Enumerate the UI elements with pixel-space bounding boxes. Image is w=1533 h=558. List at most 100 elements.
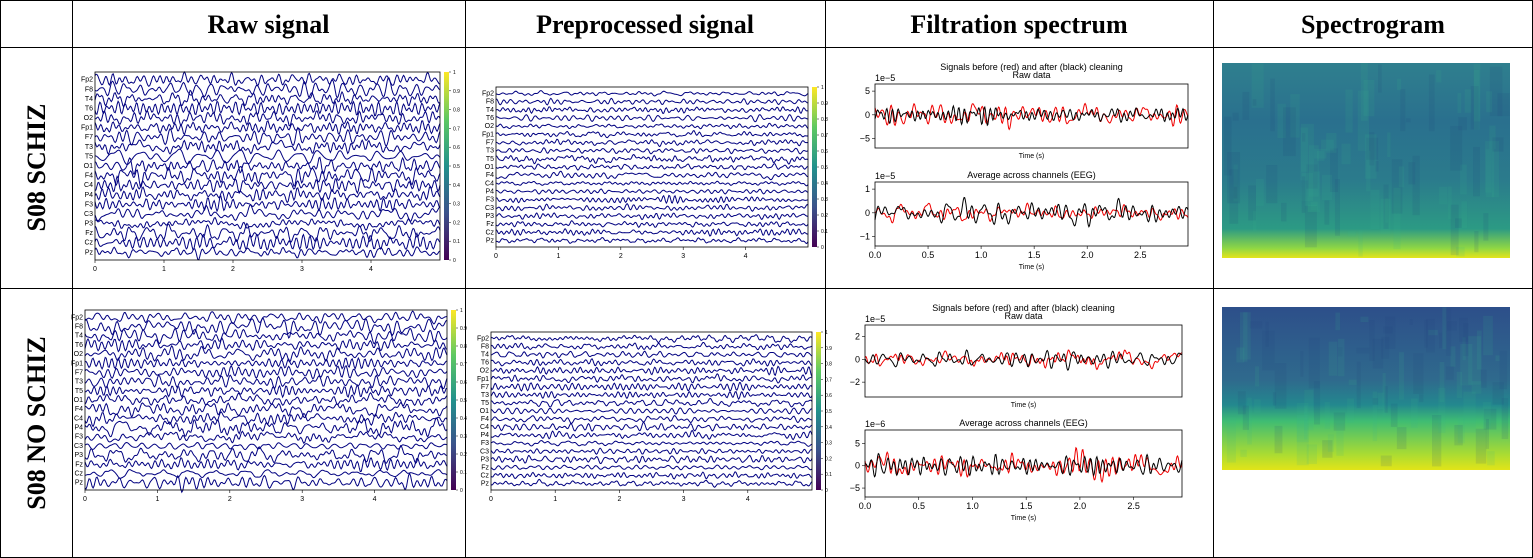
spectrogram-texture <box>1310 201 1318 211</box>
spectrogram-texture <box>1377 392 1384 410</box>
colorbar-tick-label: 0.9 <box>460 326 467 332</box>
spectrogram-texture <box>1485 141 1492 193</box>
channel-label: F3 <box>85 201 93 208</box>
spectrogram-texture <box>1356 361 1361 409</box>
eeg-trace <box>495 138 809 148</box>
colorbar-tick-label: 0 <box>453 258 456 264</box>
colorbar-tick-label: 0.2 <box>821 213 828 219</box>
spectrogram-texture <box>1462 337 1466 361</box>
spectrogram-texture <box>1463 391 1476 433</box>
eeg-trace <box>495 154 809 165</box>
spectrogram-texture <box>1384 386 1388 413</box>
channel-label: O1 <box>485 164 494 171</box>
spectrogram-texture <box>1408 162 1416 185</box>
eeg-trace <box>490 342 813 351</box>
eeg-trace <box>94 119 441 136</box>
channel-label: C4 <box>480 424 489 431</box>
x-tick-label: 0 <box>83 496 87 503</box>
eeg-trace <box>94 232 441 251</box>
spectrogram-texture <box>1454 424 1463 446</box>
channel-label: F8 <box>486 99 494 106</box>
spectrogram-texture <box>1380 455 1392 467</box>
x-tick-label: 1 <box>155 496 159 503</box>
colorbar-tick-label: 1 <box>453 70 456 76</box>
spectrogram-texture <box>1393 187 1401 250</box>
spectrogram-texture <box>1382 372 1386 417</box>
colorbar-tick-label: 0.9 <box>821 101 828 107</box>
y-tick-label: 1 <box>865 184 870 194</box>
eeg-trace <box>495 212 809 221</box>
x-tick-label: 2.0 <box>1081 250 1094 260</box>
colorbar <box>451 310 456 490</box>
spectrogram-texture <box>1385 316 1396 349</box>
eeg-trace <box>84 310 448 325</box>
x-tick-label: 3 <box>300 496 304 503</box>
spectrogram-texture <box>1486 91 1493 113</box>
scale-label: 1e−5 <box>875 171 895 181</box>
eeg-trace <box>84 328 448 345</box>
eeg-trace <box>84 402 448 419</box>
colorbar-tick-label: 0.7 <box>821 133 828 139</box>
spectrogram-texture <box>1450 346 1456 367</box>
plot-frame <box>874 181 1189 247</box>
spectrogram-texture <box>1439 186 1448 205</box>
channel-label: F7 <box>75 369 83 376</box>
spectrogram-texture <box>1473 146 1480 197</box>
spectrogram-texture <box>1463 323 1469 357</box>
spectrogram-texture <box>1348 379 1357 385</box>
eeg-trace <box>495 90 809 97</box>
eeg-trace <box>94 246 441 261</box>
channel-label: F7 <box>486 140 494 147</box>
y-tick-label: 5 <box>855 438 860 448</box>
spectrogram-texture <box>1322 174 1333 201</box>
channel-label: F8 <box>85 86 93 93</box>
eeg-trace <box>94 195 441 213</box>
channel-label: F7 <box>481 384 489 391</box>
spectrogram-texture <box>1475 428 1487 464</box>
channel-label: T4 <box>486 107 494 114</box>
eeg-trace <box>490 447 813 455</box>
x-tick-label: 2.5 <box>1134 250 1147 260</box>
eeg-trace <box>495 113 808 123</box>
eeg-trace <box>490 358 813 367</box>
eeg-trace <box>490 381 813 392</box>
channel-label: T5 <box>486 156 494 163</box>
spectrogram-texture <box>1499 350 1508 390</box>
channel-label: C3 <box>485 205 494 212</box>
eeg-trace <box>94 175 441 195</box>
column-header: Preprocessed signal <box>536 10 754 39</box>
x-tick-label: 0.0 <box>859 501 872 511</box>
x-tick-label: 1.0 <box>966 501 979 511</box>
spectrogram-texture <box>1265 321 1269 347</box>
spectrogram-texture <box>1272 392 1277 406</box>
channel-label: T3 <box>75 379 83 386</box>
spectrogram-texture <box>1360 316 1369 322</box>
spectrogram-texture <box>1304 205 1317 248</box>
x-tick-label: 2 <box>619 253 623 260</box>
eeg-trace <box>495 147 809 155</box>
channel-label: O2 <box>480 368 489 375</box>
spectrogram-texture <box>1236 347 1245 363</box>
filtration-axes: 5 0 −5 1e−6 0.0 0.5 1.0 1.5 2.0 2.5 Time (s) <box>850 419 1183 522</box>
channel-label: Fp2 <box>81 77 93 84</box>
y-tick-label: 0 <box>855 354 860 364</box>
channel-label: T3 <box>481 392 489 399</box>
spectrogram-texture <box>1358 230 1363 257</box>
spectrogram-texture <box>1369 320 1375 361</box>
spectrogram-texture <box>1366 137 1379 160</box>
spectrogram-texture <box>1328 341 1338 376</box>
spectrogram-texture <box>1301 133 1306 142</box>
colorbar-tick-label: 0.4 <box>460 416 467 422</box>
channel-label: T6 <box>75 342 83 349</box>
x-tick-label: 3 <box>682 496 686 503</box>
colorbar-tick-label: 0.4 <box>825 425 832 431</box>
channel-label: C4 <box>84 182 93 189</box>
eeg-trace <box>84 430 448 444</box>
spectrogram-texture <box>1409 319 1413 325</box>
spectrogram-texture <box>1239 312 1251 360</box>
spectrogram-texture <box>1347 398 1355 423</box>
eeg-trace <box>490 397 813 408</box>
eeg-trace <box>84 468 448 479</box>
